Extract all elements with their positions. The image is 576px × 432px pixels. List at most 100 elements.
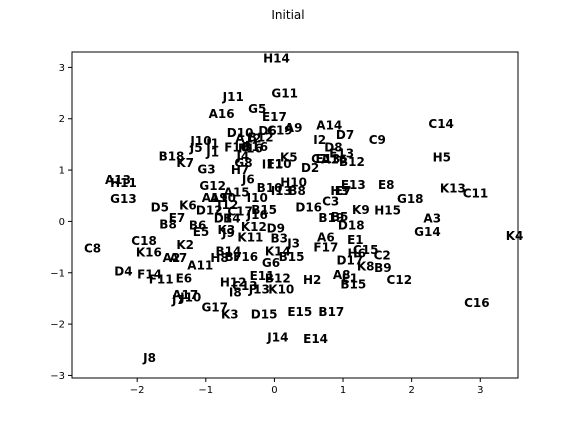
point-label: K14 [265, 245, 291, 259]
point-label: J8 [142, 351, 156, 365]
point-label: J9 [221, 226, 235, 240]
point-label: H15 [374, 204, 401, 218]
point-label: B14 [216, 245, 242, 259]
point-label: E7 [169, 211, 186, 225]
point-label: A8 [333, 268, 351, 282]
point-label: G3 [197, 163, 215, 177]
point-label: J14 [266, 330, 288, 344]
point-label: I1 [206, 136, 219, 150]
point-label: K5 [280, 151, 298, 165]
point-label: B8 [288, 184, 306, 198]
point-label: D18 [338, 219, 365, 233]
point-label: D5 [151, 201, 169, 215]
point-label: D1 [214, 211, 232, 225]
point-label: F14 [137, 267, 162, 281]
x-tick-label: 0 [271, 385, 277, 396]
point-label: G12 [199, 179, 226, 193]
y-tick-label: −3 [50, 371, 65, 382]
point-label: C19 [267, 124, 293, 138]
point-label: A17 [172, 288, 198, 302]
point-label: A14 [316, 118, 342, 132]
point-label: I2 [313, 133, 326, 147]
point-label: G5 [248, 102, 266, 116]
point-label: K2 [176, 238, 194, 252]
y-tick-label: 3 [59, 63, 65, 74]
y-tick-label: −2 [50, 320, 65, 331]
y-tick-label: −1 [50, 268, 65, 279]
plot-frame [71, 51, 519, 379]
point-label: G14 [414, 225, 441, 239]
point-label: F11 [149, 272, 174, 286]
point-label: F16 [238, 142, 263, 156]
point-label: B17 [318, 305, 344, 319]
x-tick-label: −2 [130, 385, 145, 396]
point-label: D15 [251, 307, 278, 321]
point-label: H12 [220, 275, 247, 289]
point-label: G17 [201, 301, 228, 315]
y-tick-label: 1 [59, 166, 65, 177]
point-label: H7 [231, 163, 249, 177]
point-label: K6 [179, 198, 197, 212]
point-label: C9 [369, 133, 386, 147]
point-label: H11 [110, 176, 137, 190]
point-label: J10 [189, 134, 211, 148]
point-label: E17 [262, 110, 287, 124]
point-label: D16 [295, 201, 322, 215]
x-tick-label: 1 [340, 385, 346, 396]
point-label: C14 [428, 117, 454, 131]
point-label: J12 [216, 198, 238, 212]
point-label: J6 [241, 172, 255, 186]
point-label: G11 [271, 87, 298, 101]
point-label: A16 [321, 152, 347, 166]
point-label: J7 [171, 293, 185, 307]
point-label: F17 [313, 241, 338, 255]
point-label: E13 [329, 147, 354, 161]
point-label: I11 [262, 157, 283, 171]
point-label: G6 [262, 256, 280, 270]
point-label: C15 [353, 243, 379, 257]
point-label: D17 [337, 253, 364, 267]
point-label: E1 [342, 271, 359, 285]
point-label: D9 [267, 222, 285, 236]
point-label: K16 [136, 246, 162, 260]
point-label: B10 [257, 181, 283, 195]
point-label: A6 [317, 230, 335, 244]
point-label: E6 [176, 271, 193, 285]
point-label: A10 [210, 191, 236, 205]
point-label: B3 [270, 231, 288, 245]
y-tick-label: 2 [59, 114, 65, 125]
point-label: G13 [110, 192, 137, 206]
x-tick-label: −1 [198, 385, 213, 396]
point-label: D6 [258, 124, 276, 138]
point-label: J11 [222, 90, 244, 104]
point-label: K11 [237, 230, 263, 244]
point-label: B7 [224, 250, 242, 264]
point-label: B5 [331, 210, 349, 224]
point-label: I13 [271, 184, 292, 198]
point-label: C12 [387, 273, 413, 287]
point-label: E7 [335, 184, 352, 198]
point-label: C16 [464, 296, 490, 310]
point-label: A11 [187, 259, 213, 273]
point-label: E15 [287, 305, 312, 319]
point-label: K9 [352, 203, 370, 217]
point-label: I8 [229, 285, 242, 299]
point-label: A7 [170, 251, 188, 265]
point-label: E8 [378, 178, 395, 192]
point-label: B19 [318, 211, 344, 225]
point-label: K3 [218, 223, 236, 237]
point-label: K7 [176, 156, 194, 170]
chart-title: Initial [271, 8, 304, 22]
point-label: D4 [114, 265, 132, 279]
point-label: F16 [233, 250, 258, 264]
point-label: J10 [179, 290, 201, 304]
point-label: E5 [193, 225, 210, 239]
point-label: J3 [286, 236, 300, 250]
point-label: E13 [315, 152, 340, 166]
point-label: K12 [241, 220, 267, 234]
point-label: F10 [224, 140, 249, 154]
x-tick-label: 3 [477, 385, 483, 396]
point-label: J5 [189, 141, 203, 155]
